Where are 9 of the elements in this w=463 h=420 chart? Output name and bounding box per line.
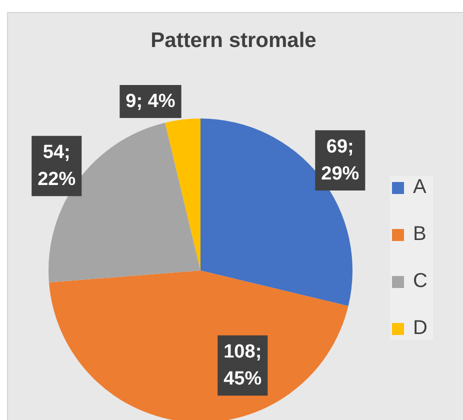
chart-title: Pattern stromale: [150, 29, 316, 52]
data-label: 108; 45%: [224, 341, 262, 390]
legend-label: C: [413, 270, 428, 293]
legend-label: A: [413, 176, 428, 199]
legend-label: B: [413, 223, 428, 246]
legend-label: D: [413, 317, 428, 340]
data-label: 54; 22%: [38, 142, 76, 190]
data-label: 69; 29%: [321, 136, 360, 185]
data-label: 9; 4%: [126, 90, 176, 112]
